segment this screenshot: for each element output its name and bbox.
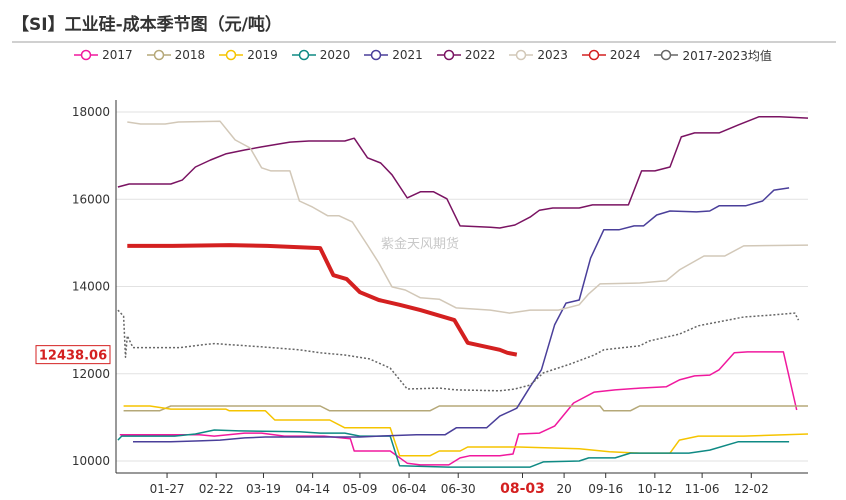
x-tick-label: 12-02 bbox=[734, 482, 769, 496]
legend-item-2018[interactable]: 2018 bbox=[146, 48, 206, 62]
series-line-2020 bbox=[117, 429, 790, 468]
series-line-2024 bbox=[127, 243, 518, 357]
legend: 2017 2018 2019 2020 2021 2022 2023 2024 2017-202… bbox=[0, 44, 846, 66]
current-value-box bbox=[35, 345, 111, 365]
legend-marker-icon bbox=[291, 49, 316, 61]
title-divider bbox=[12, 41, 836, 43]
legend-item-2017-2023均值[interactable]: 2017-2023均值 bbox=[654, 47, 772, 64]
y-tick-label: 16000 bbox=[72, 192, 110, 206]
x-tick-label: 09-16 bbox=[588, 482, 623, 496]
x-tick-label: 03-19 bbox=[246, 482, 281, 496]
y-tick-label: 18000 bbox=[72, 105, 110, 119]
watermark: 紫金天风期货 bbox=[381, 236, 459, 252]
series-line-2018 bbox=[123, 405, 808, 412]
legend-label: 2024 bbox=[609, 48, 641, 62]
legend-marker-icon bbox=[146, 49, 171, 61]
x-tick-label: 01-27 bbox=[150, 482, 185, 496]
x-tick-label: 05-09 bbox=[342, 482, 377, 496]
legend-item-2023[interactable]: 2023 bbox=[509, 48, 568, 62]
series-line-2019 bbox=[123, 405, 809, 457]
legend-label: 2022 bbox=[464, 48, 496, 62]
x-tick-label: 08-03 bbox=[500, 481, 545, 497]
series-line-2022 bbox=[117, 116, 809, 229]
legend-marker-icon bbox=[74, 49, 99, 61]
legend-item-2021[interactable]: 2021 bbox=[364, 48, 423, 62]
x-tick-label: 06-04 bbox=[392, 482, 427, 496]
y-tick-label: 10000 bbox=[72, 454, 110, 468]
legend-label: 2017 bbox=[102, 48, 133, 62]
x-tick-label: 11-06 bbox=[685, 482, 720, 496]
series-line-2017 bbox=[119, 351, 798, 466]
legend-label: 2020 bbox=[319, 48, 351, 62]
legend-item-2022[interactable]: 2022 bbox=[436, 48, 496, 62]
legend-item-2019[interactable]: 2019 bbox=[219, 48, 278, 62]
x-tick-label: 10-12 bbox=[637, 482, 672, 496]
series-line-2017-2023均值 bbox=[117, 309, 800, 392]
y-tick-label: 14000 bbox=[72, 280, 110, 294]
x-tick-label: 06-30 bbox=[441, 482, 476, 496]
legend-label: 2017-2023均值 bbox=[682, 48, 772, 63]
x-tick-label: 20 bbox=[556, 482, 571, 496]
legend-marker-icon bbox=[219, 49, 244, 61]
legend-label: 2019 bbox=[247, 48, 278, 62]
legend-label: 2018 bbox=[174, 48, 206, 62]
y-tick-label: 12000 bbox=[72, 367, 110, 381]
series-line-2023 bbox=[127, 120, 809, 314]
legend-marker-icon bbox=[364, 49, 389, 61]
series-line-2021 bbox=[133, 187, 790, 443]
legend-item-2017[interactable]: 2017 bbox=[74, 48, 133, 62]
legend-marker-icon bbox=[436, 49, 461, 61]
chart-title: 【SI】工业硅-成本季节图（元/吨） bbox=[12, 15, 282, 35]
current-value-label: 12438.06 bbox=[39, 349, 107, 364]
legend-item-2024[interactable]: 2024 bbox=[581, 48, 641, 62]
x-tick-label: 02-22 bbox=[199, 482, 234, 496]
x-tick-label: 04-14 bbox=[295, 482, 330, 496]
legend-marker-icon bbox=[509, 49, 534, 61]
legend-label: 2023 bbox=[537, 48, 568, 62]
legend-marker-icon bbox=[581, 49, 606, 61]
legend-item-2020[interactable]: 2020 bbox=[291, 48, 351, 62]
legend-label: 2021 bbox=[392, 48, 423, 62]
legend-marker-icon bbox=[654, 49, 679, 61]
